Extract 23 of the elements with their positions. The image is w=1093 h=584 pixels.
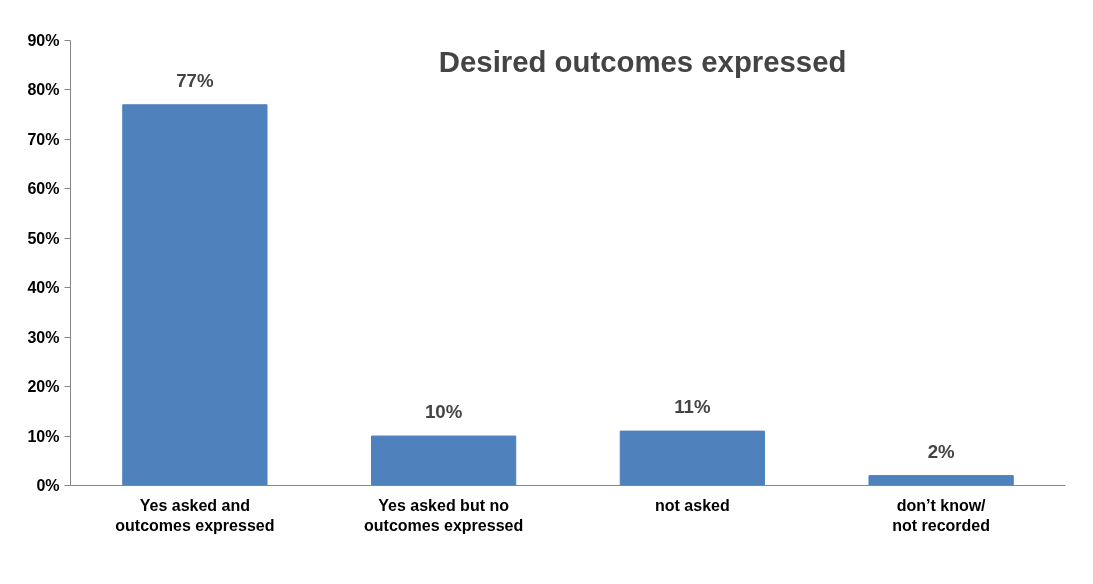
bar (122, 104, 268, 486)
x-tick-label: Yes asked but no outcomes expressed (364, 496, 524, 534)
x-tick-label: not asked (655, 496, 730, 514)
y-tick-label: 70% (27, 130, 60, 148)
data-label: 77% (176, 69, 214, 91)
y-tick-label: 40% (27, 279, 60, 297)
y-tick-label: 60% (27, 180, 60, 198)
y-tick-label: 20% (27, 378, 60, 396)
y-tick-label: 30% (27, 328, 60, 346)
y-tick-label: 0% (36, 477, 60, 494)
data-label: 2% (927, 440, 956, 462)
bar (619, 430, 766, 486)
y-tick-label: 50% (27, 229, 60, 247)
chart-title: Desired outcomes expressed (438, 45, 847, 79)
data-label: 10% (424, 401, 463, 423)
bar (370, 435, 517, 486)
bar (868, 475, 1014, 486)
y-tick-label: 10% (27, 427, 60, 445)
data-label: 11% (674, 396, 711, 418)
y-tick-label: 80% (27, 81, 60, 99)
x-tick-label: don’t know/ not recorded (892, 496, 991, 534)
x-tick-label: Yes asked and outcomes expressed (115, 496, 275, 534)
y-tick-label: 90% (27, 32, 60, 49)
